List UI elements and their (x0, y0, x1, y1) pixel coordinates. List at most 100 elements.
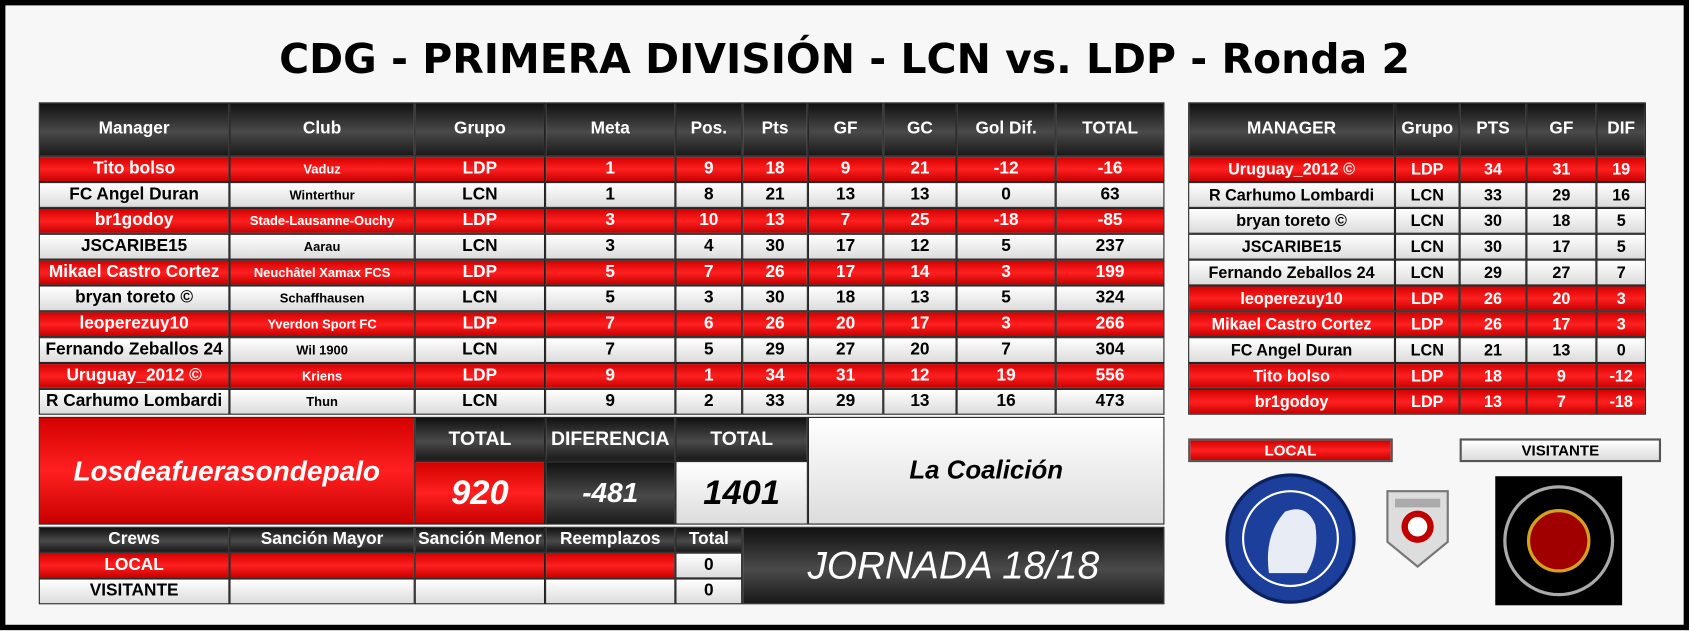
table-cell: LDP (414, 311, 546, 338)
table-cell: 7 (1526, 388, 1597, 415)
header-cell: GC (883, 102, 957, 157)
table-cell: 199 (1055, 259, 1165, 286)
table-cell: 9 (675, 156, 743, 183)
table-cell: 12 (883, 233, 957, 260)
table-cell: 19 (1596, 156, 1646, 183)
table-cell: Fernando Zeballos 24 (1188, 259, 1395, 286)
table-cell: 30 (742, 285, 808, 312)
header-cell: Reemplazos (545, 526, 676, 553)
table-cell: leoperezuy10 (38, 311, 230, 338)
table-cell: Mikael Castro Cortez (38, 259, 230, 286)
table-cell: 25 (883, 207, 957, 234)
table-cell: 9 (1526, 363, 1597, 389)
table-cell: 1 (675, 363, 743, 389)
table-cell: Thun (229, 388, 415, 415)
label: TOTAL (675, 416, 808, 462)
visitor-logo (1495, 476, 1623, 606)
table-cell: 1 (545, 182, 676, 208)
table-cell: 3 (545, 233, 676, 260)
table-cell: 17 (807, 259, 884, 286)
table-cell: 17 (883, 311, 957, 338)
table-cell: Uruguay_2012 © (1188, 156, 1395, 183)
table-cell: 473 (1055, 388, 1165, 415)
local-logo (1225, 473, 1356, 604)
table-cell: leoperezuy10 (1188, 285, 1395, 312)
header-cell: GF (807, 102, 884, 157)
table-cell: 2 (675, 388, 743, 415)
table-cell: 13 (1459, 388, 1527, 415)
table-cell: 5 (545, 259, 676, 286)
table-cell: 20 (1526, 285, 1597, 312)
header-cell: Pos. (675, 102, 743, 157)
table-cell: JSCARIBE15 (38, 233, 230, 260)
table-cell: 13 (1526, 337, 1597, 364)
table-cell: 7 (1596, 259, 1646, 286)
table-cell: LDP (1394, 311, 1460, 338)
table-cell: Tito bolso (38, 156, 230, 183)
table-cell: -85 (1055, 207, 1165, 234)
table-cell: 21 (742, 182, 808, 208)
table-cell: LDP (414, 156, 546, 183)
table-cell: 34 (1459, 156, 1527, 183)
table-cell: 18 (742, 156, 808, 183)
table-cell: LCN (414, 182, 546, 208)
table-cell: 5 (545, 285, 676, 312)
table-cell: JSCARIBE15 (1188, 233, 1395, 260)
table-cell: Vaduz (229, 156, 415, 183)
header-cell: Manager (38, 102, 230, 157)
table-cell: 17 (807, 233, 884, 260)
table-cell: 9 (807, 156, 884, 183)
table-cell: LCN (414, 233, 546, 260)
table-cell: LCN (414, 285, 546, 312)
label: TOTAL (414, 416, 546, 462)
crew-total: 0 (675, 578, 743, 605)
table-cell: LDP (1394, 285, 1460, 312)
table-cell: 237 (1055, 233, 1165, 260)
table-cell: 10 (675, 207, 743, 234)
table-cell: 17 (1526, 233, 1597, 260)
table-cell: 29 (807, 388, 884, 415)
title: CDG - PRIMERA DIVISIÓN - LCN vs. LDP - R… (279, 35, 1410, 83)
legend-visitor: VISITANTE (1459, 438, 1662, 463)
empty-cell (414, 578, 546, 605)
table-cell: Stade-Lausanne-Ouchy (229, 207, 415, 234)
table-cell: LCN (1394, 233, 1460, 260)
header-cell: Total (675, 526, 743, 553)
table-cell: 17 (1526, 311, 1597, 338)
table-cell: R Carhumo Lombardi (1188, 182, 1395, 208)
table-cell: 16 (1596, 182, 1646, 208)
table-cell: 13 (883, 388, 957, 415)
table-cell: LDP (1394, 388, 1460, 415)
header-cell: Crews (38, 526, 230, 553)
table-cell: LCN (1394, 207, 1460, 234)
table-cell: Kriens (229, 363, 415, 389)
header-cell: Club (229, 102, 415, 157)
table-cell: FC Angel Duran (1188, 337, 1395, 364)
table-cell: 29 (1526, 182, 1597, 208)
table-cell: 3 (956, 259, 1056, 286)
table-cell: 31 (807, 363, 884, 389)
table-cell: bryan toreto © (38, 285, 230, 312)
header-cell: GF (1526, 102, 1597, 157)
table-cell: 16 (956, 388, 1056, 415)
table-cell: LCN (1394, 259, 1460, 286)
table-cell: 12 (883, 363, 957, 389)
table-cell: 1 (545, 156, 676, 183)
crew-total: 0 (675, 552, 743, 579)
table-cell: Schaffhausen (229, 285, 415, 312)
header-cell: TOTAL (1055, 102, 1165, 157)
table-cell: 324 (1055, 285, 1165, 312)
table-cell: 63 (1055, 182, 1165, 208)
table-cell: -18 (1596, 388, 1646, 415)
table-cell: -16 (1055, 156, 1165, 183)
table-cell: 13 (807, 182, 884, 208)
table-cell: 3 (675, 285, 743, 312)
crew-label: VISITANTE (38, 578, 230, 605)
table-cell: LDP (414, 363, 546, 389)
table-cell: 7 (675, 259, 743, 286)
table-cell: 27 (1526, 259, 1597, 286)
local-name: Losdeafuerasondepalo (38, 416, 415, 525)
table-cell: LCN (414, 388, 546, 415)
local-total: 920 (414, 461, 546, 525)
